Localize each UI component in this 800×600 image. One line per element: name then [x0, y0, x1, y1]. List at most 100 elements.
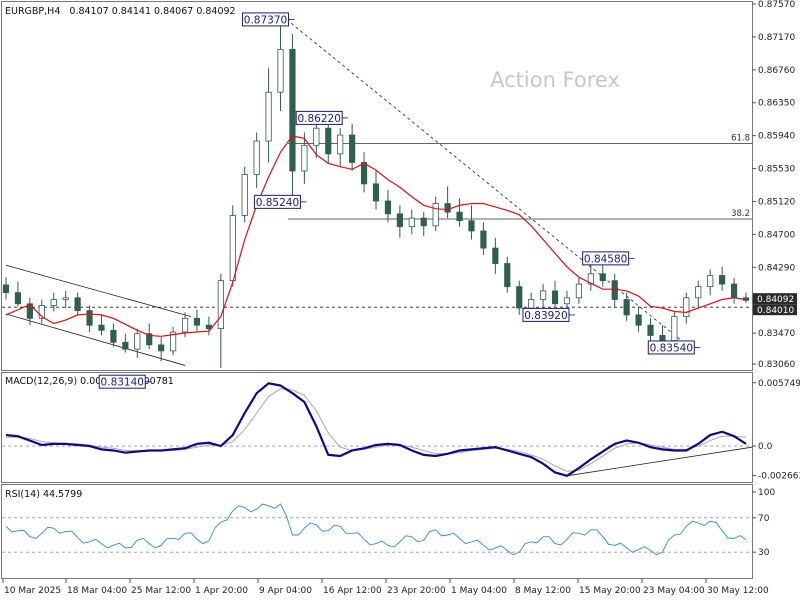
- time-tick-label: 18 Mar 04:00: [67, 586, 127, 596]
- candle: [122, 333, 129, 353]
- candle-body: [683, 297, 690, 318]
- candle-body: [325, 127, 332, 155]
- time-tick-label: 16 Apr 12:00: [323, 586, 382, 596]
- rsi-tick-label: 30: [758, 548, 770, 558]
- candle-body: [480, 230, 487, 249]
- candle-body: [623, 299, 630, 316]
- candle: [683, 292, 690, 324]
- candle: [408, 209, 415, 235]
- candle: [265, 68, 272, 163]
- price-tick-label: 0.86760: [758, 66, 795, 76]
- price-annotation: 0.86220: [295, 110, 349, 125]
- candle-body: [540, 290, 547, 300]
- macd-tick-label: 0.0: [758, 442, 773, 452]
- candle-body: [528, 299, 535, 309]
- moving-average-line: [5, 135, 747, 337]
- price-tick-label: 0.85940: [758, 132, 795, 142]
- candle-body: [170, 331, 177, 352]
- descending-trend-line: [286, 19, 689, 347]
- candle-body: [420, 217, 427, 227]
- fib-level-label: 61.8: [731, 134, 750, 144]
- price-annotation: 0.87370: [241, 12, 295, 27]
- candle: [587, 265, 594, 291]
- rsi-tick-label: 100: [758, 488, 775, 498]
- candle: [420, 212, 427, 237]
- price-tick-label: 0.85120: [758, 197, 795, 207]
- candle-body: [695, 286, 702, 299]
- candle-body: [301, 144, 308, 172]
- candle: [205, 316, 212, 336]
- candle: [158, 337, 165, 362]
- candle: [695, 280, 702, 309]
- dashed-level-text: 0.84010: [757, 306, 794, 316]
- candle-body: [158, 344, 165, 352]
- rsi-header: RSI(14) 44.5799: [5, 489, 82, 500]
- candle-body: [432, 203, 439, 227]
- symbol-label: EURGBP,H4: [5, 6, 60, 17]
- price-axis: 0.87570 0.87170 0.86760 0.86350 0.85940 0.855…: [752, 0, 797, 370]
- price-tick-label: 0.85530: [758, 165, 795, 175]
- candle-body: [468, 220, 475, 232]
- candle-body: [86, 310, 93, 326]
- candle: [170, 326, 177, 356]
- candle: [38, 299, 45, 324]
- candle-body: [730, 283, 738, 299]
- candle: [468, 205, 475, 240]
- candle-body: [587, 273, 594, 285]
- annotation-text: 0.83540: [650, 342, 693, 354]
- annotation-text: 0.84580: [584, 253, 627, 265]
- candle-body: [635, 314, 642, 326]
- candle-body: [408, 217, 415, 228]
- candle-body: [38, 305, 45, 319]
- candle: [337, 128, 344, 167]
- time-tick-label: 25 Mar 12:00: [131, 586, 191, 596]
- time-tick-label: 1 May 04:00: [451, 586, 507, 596]
- candle-body: [62, 297, 69, 300]
- annotation-text: 0.86220: [297, 113, 340, 125]
- annotation-text: 0.87370: [244, 14, 287, 26]
- candle-body: [98, 324, 105, 331]
- time-tick-label: 23 Apr 20:00: [387, 586, 446, 596]
- candle-body: [575, 283, 582, 299]
- time-tick-label: 9 Apr 04:00: [259, 586, 312, 596]
- candle-body: [134, 333, 141, 350]
- candle-body: [205, 324, 212, 330]
- candle: [74, 292, 81, 315]
- channel-upper-line: [5, 264, 192, 317]
- current-price-tag: [753, 293, 797, 305]
- candle-body: [74, 297, 81, 312]
- macd-tick-label: 0.005749: [758, 379, 800, 389]
- price-annotation: 0.83920: [522, 307, 575, 322]
- rsi-panel: 100 70 30: [2, 488, 775, 558]
- candle-body: [337, 134, 344, 155]
- candle: [707, 269, 714, 296]
- macd-line: [5, 382, 747, 477]
- candle: [241, 166, 248, 223]
- candle: [360, 152, 368, 193]
- candle: [146, 323, 153, 350]
- rsi-line: [5, 503, 747, 556]
- candle: [384, 189, 392, 223]
- candle: [444, 186, 451, 219]
- candle: [349, 123, 356, 172]
- candle-body: [122, 341, 129, 350]
- candle-body: [504, 263, 511, 288]
- candle-body: [516, 286, 523, 309]
- candle-body: [110, 329, 117, 343]
- annotation-text: 0.83920: [524, 310, 567, 322]
- candle: [26, 297, 33, 326]
- price-tick-label: 0.86350: [758, 99, 795, 109]
- candle: [50, 292, 57, 312]
- candle-body: [360, 162, 368, 185]
- candle: [540, 284, 547, 310]
- candle-body: [671, 316, 678, 341]
- candle-body: [563, 297, 571, 305]
- candle: [480, 222, 487, 255]
- candle: [396, 205, 403, 238]
- candle: [277, 19, 284, 112]
- macd-tick-label: -0.002663: [758, 471, 800, 481]
- annotation-text: 0.85240: [256, 197, 299, 209]
- candle-body: [659, 335, 666, 341]
- candle-body: [372, 183, 380, 202]
